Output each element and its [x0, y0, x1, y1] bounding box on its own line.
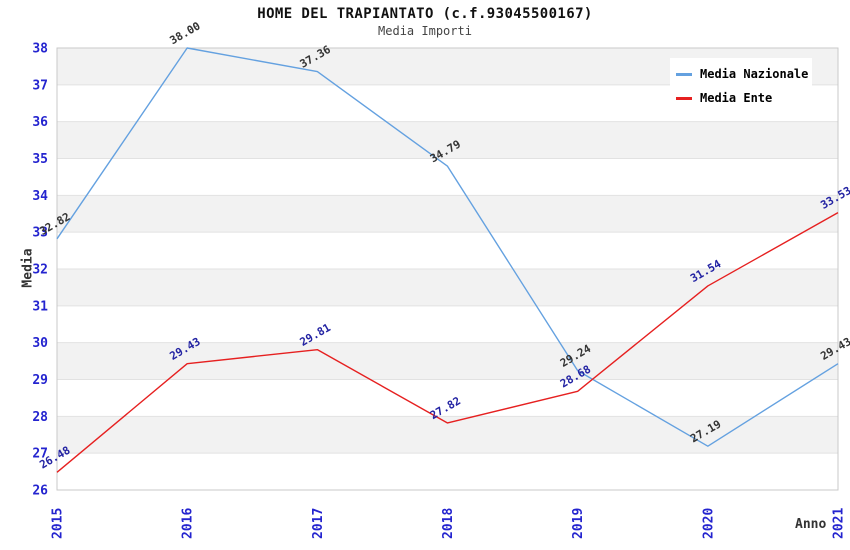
x-tick-label: 2019 — [571, 508, 586, 539]
y-tick-label: 26 — [32, 484, 48, 499]
y-tick-label: 27 — [32, 447, 48, 462]
y-tick-label: 31 — [32, 299, 48, 314]
point-label: 38.00 — [167, 19, 202, 47]
y-tick-label: 32 — [32, 263, 48, 278]
plot-band — [57, 195, 838, 233]
series-line-1 — [56, 212, 839, 473]
legend-item-ente: Media Ente — [676, 86, 812, 110]
y-tick-label: 28 — [32, 410, 48, 425]
x-tick-label: 2021 — [832, 508, 847, 539]
y-tick-label: 38 — [32, 42, 48, 57]
plot-band — [57, 121, 838, 159]
plot-band — [57, 453, 838, 490]
chart-subtitle: Media Importi — [378, 24, 472, 38]
plot-band — [57, 416, 838, 454]
legend-label-ente: Media Ente — [700, 91, 773, 105]
plot-band — [57, 379, 838, 417]
x-tick-label: 2017 — [311, 508, 326, 539]
y-tick-label: 36 — [32, 115, 48, 130]
y-tick-label: 30 — [32, 336, 48, 351]
y-tick-label: 35 — [32, 152, 48, 167]
x-tick-label: 2016 — [181, 508, 196, 539]
plot-band — [57, 269, 838, 306]
media-ente-line-swatch-icon — [676, 96, 692, 100]
y-tick-label: 33 — [32, 226, 48, 241]
y-tick-label: 37 — [32, 78, 48, 93]
x-tick-label: 2020 — [701, 508, 716, 539]
series-line-0 — [56, 47, 839, 447]
media-nazionale-line-swatch-icon — [676, 72, 692, 76]
x-tick-label: 2015 — [51, 508, 66, 539]
plot-band — [57, 305, 838, 343]
x-tick-label: 2018 — [441, 508, 456, 539]
x-axis-title: Anno — [795, 517, 827, 532]
plot-band — [57, 158, 838, 196]
legend-label-nazionale: Media Nazionale — [700, 67, 809, 81]
y-tick-label: 34 — [32, 189, 48, 204]
legend-item-nazionale: Media Nazionale — [676, 62, 812, 86]
legend: Media Nazionale Media Ente — [670, 58, 812, 116]
plot-band — [57, 232, 838, 269]
plot-border — [56, 47, 839, 491]
plot-band — [57, 342, 838, 380]
chart-title: HOME DEL TRAPIANTATO (c.f.93045500167) — [257, 6, 593, 22]
y-tick-label: 29 — [32, 373, 48, 388]
y-axis-title: Media — [20, 248, 36, 288]
